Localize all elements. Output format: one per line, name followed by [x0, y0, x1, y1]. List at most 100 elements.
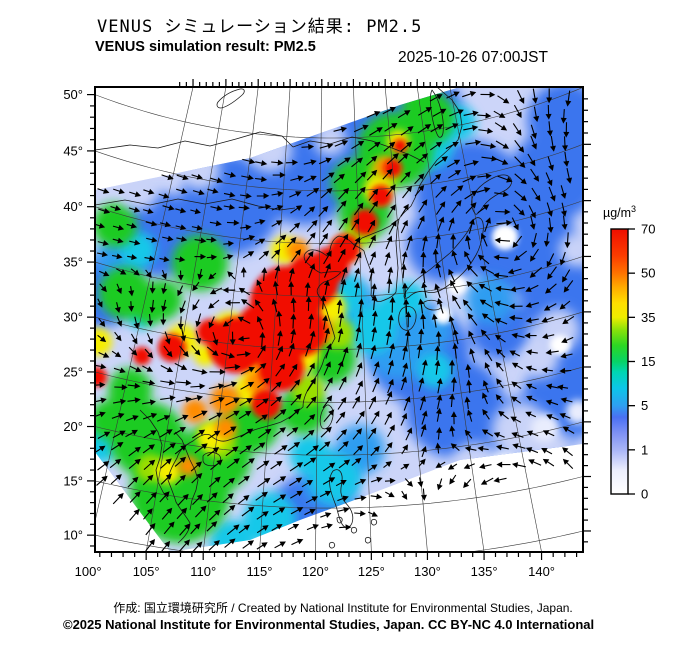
lat-tick-label: 35° — [63, 255, 83, 270]
wind-arrow — [143, 508, 153, 520]
visayas-islands — [328, 516, 378, 549]
wind-arrow — [240, 366, 255, 375]
wind-arrow — [389, 296, 396, 313]
wind-arrow — [271, 190, 284, 197]
wind-arrow — [145, 269, 152, 278]
wind-arrow — [163, 345, 173, 358]
wind-arrow — [494, 318, 508, 325]
wind-arrow — [335, 411, 346, 424]
border-indochina-west — [139, 409, 169, 501]
wind-arrow — [418, 458, 426, 467]
wind-arrow — [530, 124, 537, 140]
wind-arrow — [209, 509, 221, 521]
wind-arrow — [546, 121, 553, 137]
wind-arrow — [236, 351, 251, 358]
wind-arrow — [511, 381, 522, 390]
wind-arrow — [417, 477, 424, 488]
wind-arrow — [400, 171, 411, 183]
wind-arrow — [128, 458, 141, 470]
wind-arrow — [341, 266, 348, 282]
wind-arrow — [450, 376, 457, 392]
wind-arrow — [147, 313, 154, 327]
wind-arrow — [386, 278, 393, 294]
wind-arrow — [208, 383, 225, 390]
wind-arrow — [404, 478, 414, 487]
wind-arrow — [173, 427, 187, 435]
wind-arrow — [239, 445, 252, 455]
wind-arrow — [239, 398, 253, 407]
wind-arrow — [482, 379, 489, 393]
wind-arrow — [160, 313, 167, 326]
wind-arrow — [400, 141, 413, 152]
parallel-line — [95, 200, 583, 244]
wind-arrow — [111, 350, 122, 358]
wind-arrow — [368, 267, 375, 282]
wind-arrow — [436, 377, 443, 394]
wind-arrow — [190, 208, 201, 215]
wind-arrow — [271, 298, 278, 313]
wind-arrow — [209, 220, 222, 227]
wind-arrow — [319, 233, 329, 246]
wind-arrow — [323, 409, 335, 423]
wind-arrow — [130, 333, 138, 345]
wind-arrow — [190, 523, 201, 535]
pm25-blob — [95, 203, 137, 247]
wind-arrow — [289, 477, 303, 487]
wind-arrow — [352, 395, 360, 409]
lat-tick-label: 50° — [63, 87, 83, 102]
wind-arrow — [449, 393, 456, 408]
lat-tick-label: 25° — [63, 364, 83, 379]
wind-arrow — [421, 445, 427, 458]
pm25-blob — [172, 235, 228, 291]
wind-arrow — [511, 217, 519, 231]
wind-arrow — [498, 410, 509, 420]
wind-arrow — [448, 169, 462, 179]
wind-arrow — [112, 237, 124, 244]
wind-arrow — [271, 220, 283, 227]
pm25-layer-white-spots — [434, 224, 570, 355]
wind-arrow — [382, 106, 397, 115]
wind-arrow — [382, 168, 393, 180]
wind-arrow — [494, 157, 509, 165]
wind-arrow — [318, 205, 329, 217]
wind-arrow — [191, 173, 204, 180]
border-indochina-east — [174, 431, 199, 511]
wind-arrow — [497, 95, 510, 104]
wind-arrow — [495, 444, 509, 451]
wind-arrow — [464, 250, 472, 264]
wind-arrow — [275, 363, 286, 377]
wind-arrow — [336, 429, 348, 441]
wind-arrow — [400, 203, 409, 217]
wind-arrow — [207, 187, 219, 194]
wind-arrow — [367, 464, 378, 472]
wind-arrow — [478, 283, 492, 292]
border-mongolia-russia — [95, 131, 294, 151]
wind-arrow — [543, 303, 557, 311]
wind-arrow — [493, 254, 509, 261]
lat-tick-label: 10° — [63, 528, 83, 543]
parallel-line — [95, 476, 583, 509]
wind-arrow — [308, 313, 315, 329]
wind-arrow — [209, 396, 225, 405]
wind-arrow — [97, 431, 111, 439]
wind-arrow — [402, 345, 408, 360]
wind-arrow — [560, 352, 573, 359]
wind-arrow — [208, 316, 215, 329]
wind-arrow — [510, 416, 522, 423]
wind-arrow — [351, 218, 360, 231]
wind-arrow — [385, 391, 393, 405]
wind-arrow — [238, 524, 250, 534]
wind-arrow — [401, 282, 409, 298]
wind-arrow — [238, 410, 252, 420]
lon-tick-label: 115° — [247, 564, 273, 579]
wind-arrow — [418, 328, 425, 344]
hokkaido-island — [471, 174, 512, 215]
kyushu-island — [398, 306, 417, 331]
wind-arrow — [156, 415, 171, 422]
wind-arrow — [462, 175, 477, 183]
wind-arrow — [493, 432, 505, 438]
wind-arrow — [372, 377, 380, 393]
wind-arrow — [429, 141, 443, 151]
wind-arrow — [145, 491, 157, 504]
lon-tick-label: 130° — [414, 564, 441, 579]
